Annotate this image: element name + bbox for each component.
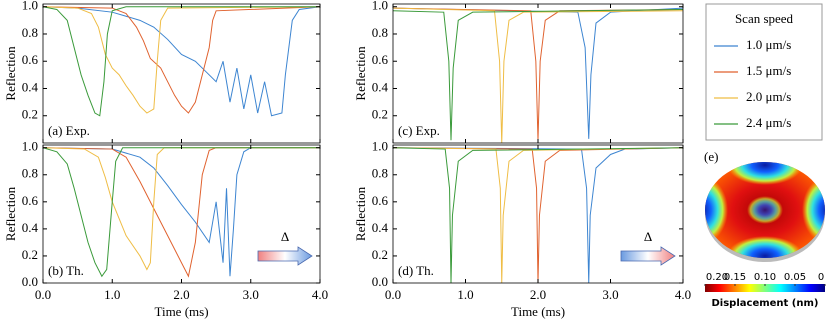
x-tick-label: 3.0 [602, 287, 618, 302]
y-tick-label: 0.4 [372, 220, 389, 235]
legend-label: 1.0 μm/s [746, 37, 791, 52]
y-tick-label: 0.2 [22, 107, 38, 122]
x-tick-label: 4.0 [675, 287, 691, 302]
x-axis-label: Time (ms) [154, 304, 208, 319]
y-tick-label: 0.8 [372, 25, 388, 40]
panel-label: (e) [704, 149, 718, 164]
y-tick-label: 0.6 [372, 52, 389, 67]
y-tick-label: 0.8 [372, 166, 388, 181]
y-axis-label: Reflection [3, 46, 18, 101]
delta-arrow [257, 246, 313, 266]
delta-label: Δ [644, 229, 652, 244]
panel-label: (d) Th. [398, 263, 434, 278]
y-axis-label: Reflection [353, 46, 368, 101]
y-tick-label: 0.4 [22, 220, 39, 235]
y-tick-label: 0.4 [372, 79, 389, 94]
data-line [43, 6, 320, 117]
data-line [393, 7, 683, 141]
x-tick-label: 0.0 [385, 287, 401, 302]
panel-label: (b) Th. [48, 263, 84, 278]
x-tick-label: 1.0 [104, 287, 120, 302]
data-line [393, 8, 683, 141]
data-line [393, 147, 683, 283]
y-axis-label: Reflection [3, 186, 18, 241]
x-axis-label: Time (ms) [511, 304, 565, 319]
panel-label: (a) Exp. [48, 123, 90, 138]
y-tick-label: 0.6 [22, 193, 39, 208]
colorbar [705, 284, 825, 292]
panel-label: (c) Exp. [398, 123, 440, 138]
y-axis-label: Reflection [353, 186, 368, 241]
data-line [43, 147, 320, 277]
data-line [393, 147, 683, 283]
colorbar-tick-label: 0.15 [724, 272, 746, 283]
colorbar-tick-label: 0.05 [784, 272, 806, 283]
legend-label: 2.4 μm/s [746, 115, 791, 130]
data-line [43, 147, 320, 278]
x-tick-label: 4.0 [312, 287, 328, 302]
delta-arrow [620, 246, 676, 266]
data-line [393, 7, 683, 139]
y-tick-label: 1.0 [22, 139, 38, 154]
colorbar-tick-label: 0.20 [706, 272, 728, 283]
y-tick-label: 1.0 [372, 0, 388, 13]
y-tick-label: 0.2 [22, 247, 38, 262]
data-line [393, 147, 683, 283]
x-tick-label: 0.0 [35, 287, 51, 302]
x-tick-label: 1.0 [457, 287, 473, 302]
y-tick-label: 0.8 [22, 25, 38, 40]
y-tick-label: 0.0 [372, 274, 388, 289]
y-tick-label: 0.2 [372, 247, 388, 262]
data-line [43, 147, 320, 278]
data-line [393, 147, 683, 283]
data-line [43, 6, 320, 114]
legend-title: Scan speed [735, 11, 794, 26]
delta-label: Δ [281, 229, 289, 244]
y-tick-label: 0.4 [22, 79, 39, 94]
x-tick-label: 3.0 [243, 287, 259, 302]
data-line [43, 6, 320, 117]
legend-label: 1.5 μm/s [746, 63, 791, 78]
y-tick-label: 0.2 [372, 107, 388, 122]
x-tick-label: 2.0 [530, 287, 546, 302]
y-tick-label: 1.0 [22, 0, 38, 13]
colorbar-label: Displacement (nm) [712, 298, 819, 309]
mode-shape-image [705, 162, 825, 262]
y-tick-label: 1.0 [372, 139, 388, 154]
data-line [393, 7, 683, 143]
colorbar-tick-label: 0 [818, 272, 824, 283]
x-tick-label: 2.0 [173, 287, 189, 302]
y-tick-label: 0.6 [372, 193, 389, 208]
data-line [43, 147, 320, 271]
y-tick-label: 0.0 [22, 274, 38, 289]
colorbar-tick-label: 0.10 [754, 272, 776, 283]
data-line [43, 6, 320, 114]
y-tick-label: 0.8 [22, 166, 38, 181]
y-tick-label: 0.6 [22, 52, 39, 67]
legend-label: 2.0 μm/s [746, 89, 791, 104]
